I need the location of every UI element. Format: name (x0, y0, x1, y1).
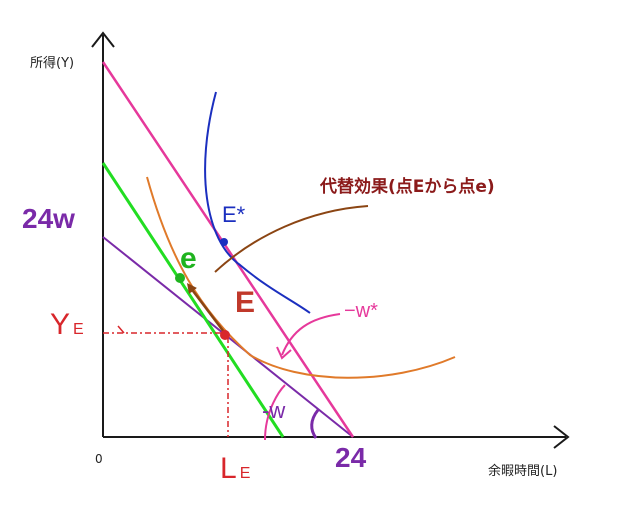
le-label-sub: E (239, 465, 251, 482)
x-intercept-label: 24 (335, 442, 367, 473)
diagram-caption: 代替効果(点Eから点e) (320, 177, 495, 197)
slope-new-pointer (281, 313, 341, 356)
indifference-curve-low (146, 176, 456, 379)
y-intercept-label: 24w (22, 203, 75, 234)
slope-new-label: −w* (344, 300, 378, 322)
y-axis-arrowhead (91, 31, 115, 48)
x-axis-arrowhead (553, 425, 570, 449)
point-Estar-marker (220, 238, 228, 246)
point-Estar-label: E* (222, 202, 246, 227)
slope-new-pointer-tip (276, 346, 292, 360)
slope-old-label: -w (262, 398, 286, 423)
compensated-budget-line (101, 162, 285, 438)
ye-label-sub: E (73, 321, 84, 338)
substitution-arrow (186, 283, 225, 333)
y-axis-label: 所得(Y) (30, 56, 75, 71)
indifference-curve-high (204, 91, 311, 314)
slope-new-arc (264, 384, 286, 441)
le-label-main: L (220, 452, 238, 485)
point-E-marker (220, 330, 230, 340)
point-e-label: e (180, 242, 197, 275)
point-e-marker (175, 273, 185, 283)
point-E-label: E (235, 286, 256, 319)
slope-old-arc (310, 409, 320, 439)
substitution-curve (214, 205, 369, 273)
origin-label: 0 (95, 452, 103, 466)
ye-tick (117, 325, 125, 334)
ye-label-main: Y (50, 308, 72, 341)
x-axis-label: 余暇時間(L) (488, 464, 558, 479)
